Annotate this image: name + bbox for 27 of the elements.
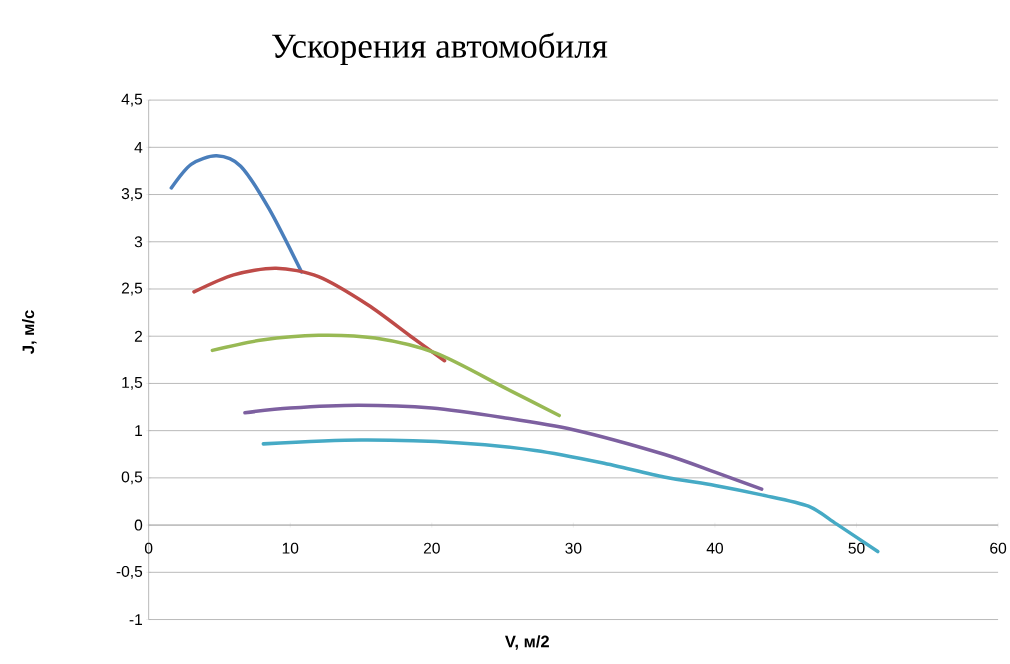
y-tick-label: 4 [134,142,143,153]
y-tick-label: 3 [134,236,143,248]
line-series [261,438,880,554]
y-tick-label: 4,5 [121,93,143,107]
x-tick-label: 10 [282,542,299,554]
y-tick-label: 0,5 [121,471,143,485]
x-tick-label: 0 [144,542,153,554]
x-tick-label: 20 [423,542,440,554]
x-tick-label: 40 [706,542,723,554]
x-axis-title: V, м/2 [504,635,549,650]
y-tick-label: 0 [134,519,143,531]
y-axis-title: J, м/с [22,310,37,354]
y-tick-label: -0,5 [116,565,143,579]
x-tick-label: 60 [990,542,1007,554]
y-tick-label: 1 [135,425,143,437]
x-tick-label: 30 [565,542,582,554]
y-tick-label: -1 [129,614,143,625]
x-tick-label: 50 [848,542,865,554]
y-tick-label: 2,5 [121,282,143,296]
line-series [169,154,304,274]
line-series [210,333,561,418]
y-tick-label: 2 [134,330,142,342]
line-series [192,266,447,363]
y-tick-label: 3,5 [121,188,143,201]
y-tick-label: 1,5 [122,377,143,390]
chart-title: Ускорения автомобиля [272,32,608,66]
line-series [243,403,764,491]
